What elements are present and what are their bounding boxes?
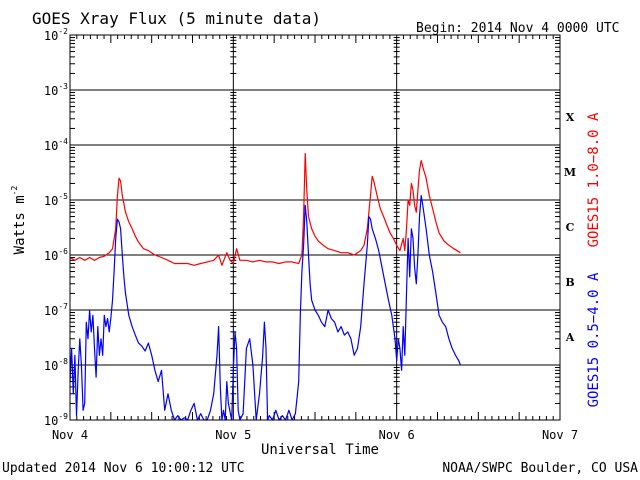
- series-label-group: GOES15 0.5−4.0 A: [586, 272, 602, 407]
- y-tick-labels: 10-9 10-8 10-7 10-6 10-5 10-4 10-3 10-2: [44, 27, 68, 428]
- y-tick-label: 10-4: [44, 137, 68, 153]
- flare-class-label: A: [565, 331, 575, 344]
- y-axis-title-base: Watts m: [12, 195, 28, 254]
- y-axis-title-exp: -2: [10, 185, 19, 195]
- chart-title: GOES Xray Flux (5 minute data): [32, 9, 321, 28]
- x-tick-label: Nov 5: [215, 428, 251, 442]
- minor-ticks: [70, 35, 560, 420]
- series-labels: GOES15 1.0−8.0 A GOES15 0.5−4.0 A: [586, 112, 602, 407]
- credit-label: NOAA/SWPC Boulder, CO USA: [442, 461, 638, 476]
- y-tick-label: 10-7: [44, 302, 68, 318]
- series-line: [69, 152, 461, 266]
- y-tick-label: 10-5: [44, 192, 68, 208]
- series-group: [69, 152, 461, 421]
- x-tick-labels: Nov 4 Nov 5 Nov 6 Nov 7: [52, 428, 578, 442]
- plot-frame: [69, 34, 561, 421]
- y-tick-label: 10-9: [44, 412, 68, 428]
- flare-class-label: M: [564, 166, 576, 179]
- x-tick-label: Nov 6: [379, 428, 415, 442]
- y-tick-label: 10-6: [44, 247, 68, 263]
- series-label: GOES15 1.0−8.0 A: [586, 112, 602, 247]
- x-tick-label: Nov 4: [52, 428, 88, 442]
- y-axis-title: Watts m-2: [10, 185, 28, 254]
- series-line: [69, 195, 461, 421]
- series-label-group: GOES15 1.0−8.0 A: [586, 112, 602, 247]
- y-tick-label: 10-8: [44, 357, 68, 373]
- x-axis-title: Universal Time: [261, 442, 379, 458]
- x-tick-label: Nov 7: [542, 428, 578, 442]
- y-tick-label: 10-2: [44, 27, 68, 43]
- flare-class-label: C: [566, 221, 575, 234]
- begin-label: Begin: 2014 Nov 4 0000 UTC: [416, 21, 620, 36]
- flare-class-labels: A B C M X: [564, 111, 576, 344]
- y-tick-label: 10-3: [44, 82, 68, 98]
- flare-class-label: X: [566, 111, 575, 124]
- series-label: GOES15 0.5−4.0 A: [586, 272, 602, 407]
- flare-class-label: B: [565, 276, 574, 289]
- updated-timestamp: Updated 2014 Nov 6 10:00:12 UTC: [2, 461, 245, 476]
- svg-text:Watts m-2: Watts m-2: [10, 185, 28, 254]
- gridlines: [70, 35, 560, 420]
